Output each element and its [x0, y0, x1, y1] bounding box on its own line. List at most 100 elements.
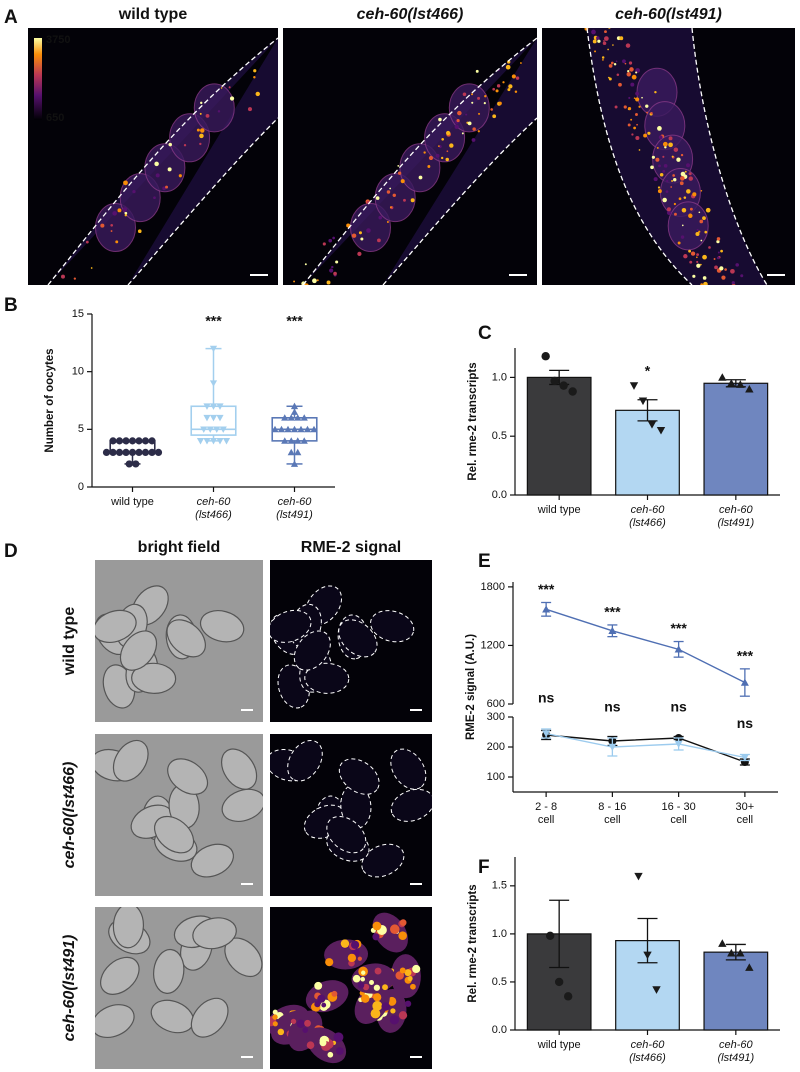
outline	[302, 37, 537, 285]
granule	[698, 211, 701, 214]
granule	[696, 253, 699, 257]
point	[674, 645, 683, 653]
brightfield-image	[95, 734, 263, 896]
y-tick-label: 1800	[481, 581, 505, 593]
granule	[613, 63, 617, 66]
outline	[382, 117, 537, 285]
granule	[178, 174, 182, 178]
granule	[677, 241, 681, 245]
embryo	[166, 619, 206, 658]
granule	[319, 287, 323, 291]
granule	[680, 176, 685, 181]
granule	[666, 179, 669, 183]
granule	[340, 939, 350, 948]
granule	[495, 89, 499, 93]
granule	[507, 88, 511, 92]
point	[718, 939, 727, 947]
granule	[611, 22, 614, 25]
granule	[471, 138, 476, 142]
point	[209, 437, 218, 445]
granule	[90, 267, 93, 269]
point	[141, 448, 150, 456]
granule	[332, 236, 335, 240]
granule	[465, 113, 468, 116]
granule	[314, 1001, 321, 1008]
y-tick-label: 1200	[481, 639, 505, 651]
granule	[672, 174, 675, 177]
y-tick-label: 1.5	[492, 880, 507, 892]
point	[303, 425, 312, 433]
granule	[655, 157, 660, 162]
granule	[634, 113, 638, 117]
granule	[680, 153, 684, 157]
panel-label: B	[4, 295, 18, 316]
granule	[514, 90, 518, 93]
granule	[366, 228, 371, 233]
granule	[347, 953, 357, 963]
point	[647, 421, 657, 429]
y-tick-label: 1.0	[492, 928, 507, 940]
granule	[635, 71, 638, 74]
y-axis-label: RME-2 signal (A.U.)	[465, 634, 477, 740]
granule	[331, 265, 334, 269]
granule	[657, 189, 662, 194]
granule	[695, 231, 700, 237]
granule	[594, 50, 597, 53]
y-tick-label: 200	[487, 741, 505, 753]
granule	[631, 74, 637, 80]
point	[608, 626, 617, 634]
granule	[708, 246, 711, 249]
oocyte	[424, 113, 466, 163]
granule	[647, 131, 651, 135]
granule	[333, 1032, 344, 1043]
row-title: ceh-60(lst466)	[61, 762, 78, 869]
oocyte	[169, 113, 211, 163]
granule	[457, 110, 462, 116]
granule	[721, 275, 726, 280]
oocyte	[193, 83, 235, 133]
granule	[490, 108, 493, 111]
series-line	[545, 732, 746, 759]
embryo	[304, 662, 350, 694]
granule	[496, 84, 501, 88]
granule	[683, 254, 688, 259]
oocyte	[374, 173, 416, 223]
granule	[427, 165, 431, 168]
embryo	[167, 758, 209, 795]
granule	[357, 956, 362, 961]
granule	[645, 104, 649, 108]
granule	[668, 136, 673, 141]
granule	[351, 940, 360, 949]
granule	[740, 274, 744, 278]
point	[102, 448, 111, 456]
granule	[375, 196, 380, 200]
granule	[438, 117, 442, 122]
granule	[608, 64, 613, 68]
granule	[646, 111, 649, 114]
granule	[357, 251, 362, 257]
point	[745, 963, 754, 971]
bar	[703, 382, 769, 496]
point	[294, 448, 302, 456]
granule	[377, 238, 381, 243]
point	[271, 425, 279, 433]
granule	[700, 189, 703, 192]
x-tick-label: 16 - 30 cell	[662, 801, 696, 826]
granule	[601, 56, 605, 59]
granule	[688, 213, 693, 219]
granule	[703, 281, 708, 285]
granule	[673, 212, 677, 216]
granule	[461, 132, 464, 135]
point	[643, 951, 652, 960]
point	[290, 402, 299, 410]
granule	[122, 207, 128, 212]
granule	[360, 237, 364, 241]
point	[281, 414, 289, 421]
fluorescence-image	[270, 560, 432, 722]
y-tick-label: 0.5	[492, 430, 507, 442]
micrograph-title: ceh-60(lst466)	[357, 6, 464, 23]
embryo	[361, 843, 405, 878]
granule	[318, 295, 320, 297]
row-title: wild type	[61, 607, 78, 677]
